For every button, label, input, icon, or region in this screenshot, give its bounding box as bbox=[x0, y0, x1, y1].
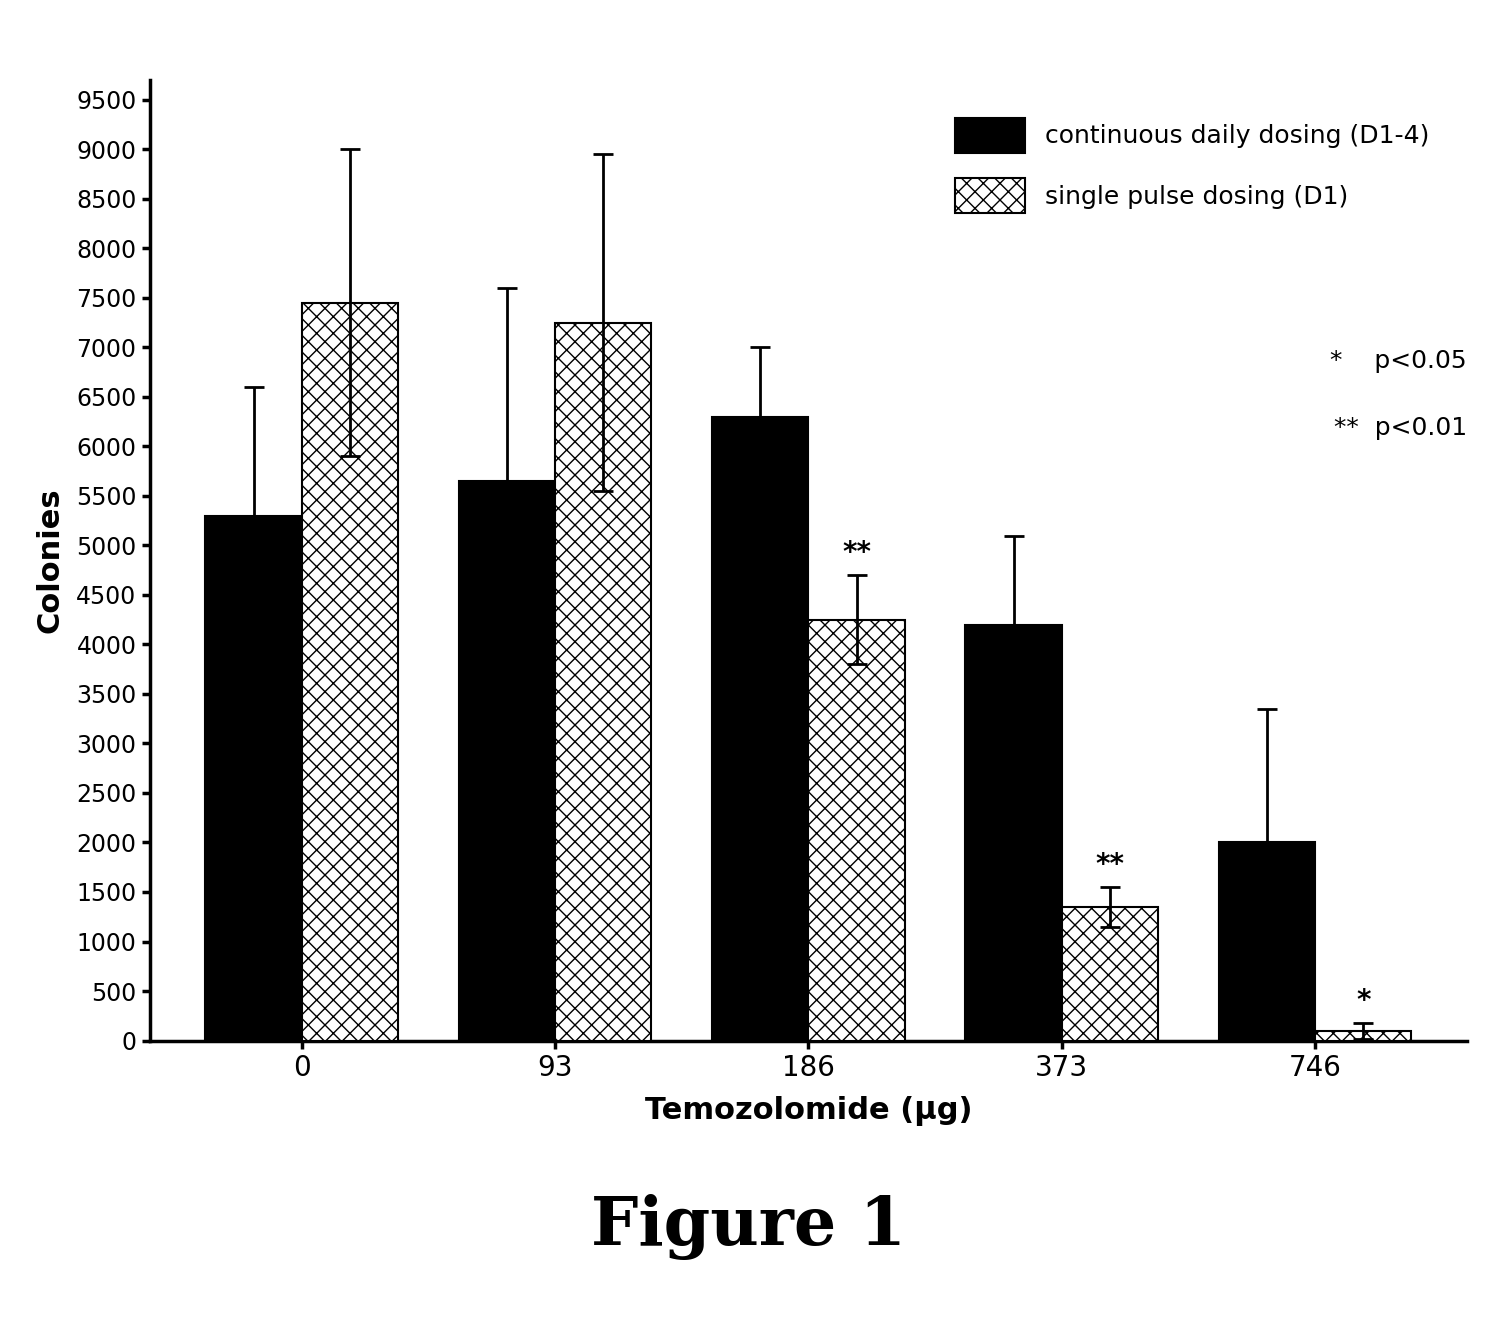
Text: Figure 1: Figure 1 bbox=[591, 1194, 906, 1261]
Y-axis label: Colonies: Colonies bbox=[36, 487, 64, 634]
Bar bbox=[555, 323, 651, 1041]
Bar bbox=[205, 516, 302, 1041]
Text: **: ** bbox=[841, 539, 871, 567]
Bar bbox=[302, 303, 398, 1041]
Bar bbox=[1314, 1031, 1412, 1041]
Text: *    p<0.05: * p<0.05 bbox=[1331, 350, 1467, 374]
Bar bbox=[808, 620, 904, 1041]
Text: *: * bbox=[1356, 987, 1370, 1015]
Bar bbox=[966, 624, 1061, 1041]
Bar bbox=[1061, 907, 1159, 1041]
Text: **: ** bbox=[1096, 851, 1124, 879]
Bar bbox=[1219, 843, 1314, 1041]
Bar bbox=[713, 416, 808, 1041]
X-axis label: Temozolomide (μg): Temozolomide (μg) bbox=[645, 1095, 972, 1126]
Bar bbox=[458, 482, 555, 1041]
Legend: continuous daily dosing (D1-4), single pulse dosing (D1): continuous daily dosing (D1-4), single p… bbox=[930, 92, 1455, 239]
Text: **  p<0.01: ** p<0.01 bbox=[1334, 416, 1467, 440]
